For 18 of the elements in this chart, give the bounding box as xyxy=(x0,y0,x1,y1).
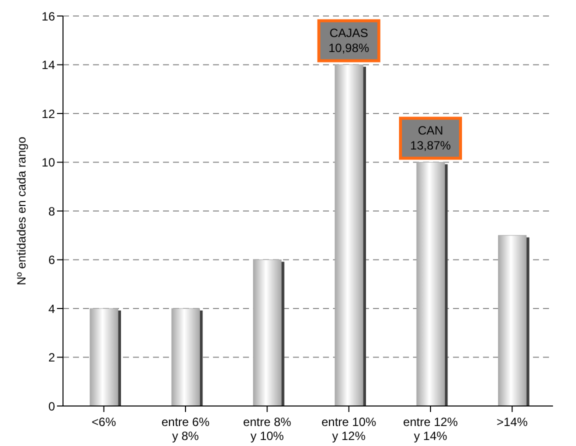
y-tick-label: 0 xyxy=(48,399,56,414)
x-tick-label: entre 10% y 12% xyxy=(321,415,377,443)
y-axis-title: Nº entidades en cada rango xyxy=(14,136,28,286)
y-tick-label: 14 xyxy=(42,58,56,72)
y-tick-label: 12 xyxy=(42,106,56,121)
y-tick-label: 6 xyxy=(48,253,56,268)
y-tick-label: 2 xyxy=(48,350,56,365)
y-tick-label: 10 xyxy=(42,156,56,170)
x-tick-label: >14% xyxy=(496,415,528,429)
annotation: CAJAS 10,98% xyxy=(328,26,370,55)
x-tick-label: entre 6% y 8% xyxy=(161,415,210,443)
y-tick-label: 8 xyxy=(48,204,56,218)
x-tick-label: entre 8% y 10% xyxy=(243,415,292,443)
y-tick-label: 16 xyxy=(42,9,56,24)
x-tick-label: entre 12% y 14% xyxy=(403,415,458,443)
x-tick-label: <6% xyxy=(92,415,116,429)
annotation: CAN 13,87% xyxy=(410,123,452,152)
y-tick-label: 4 xyxy=(48,302,56,316)
